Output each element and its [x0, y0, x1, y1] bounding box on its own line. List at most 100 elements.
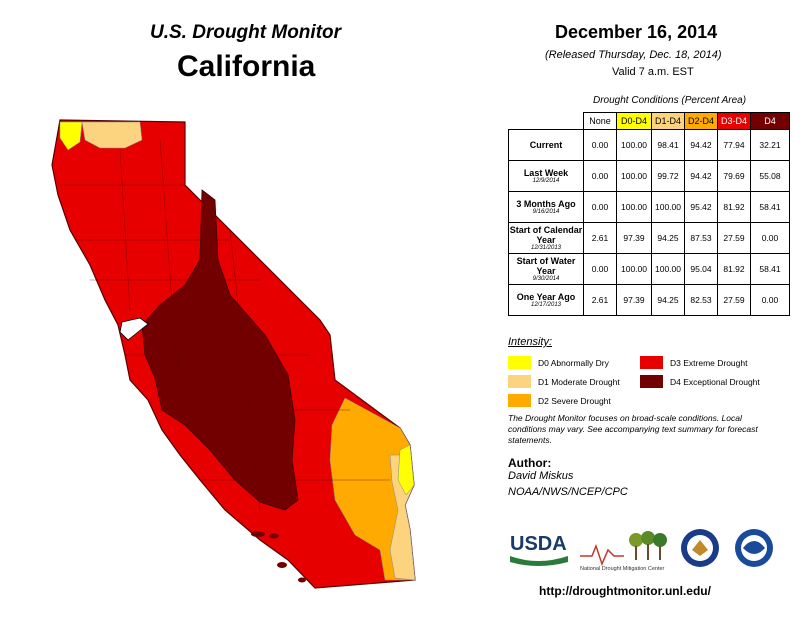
table-cell: 100.00 [651, 191, 685, 223]
table-cell: 0.00 [583, 129, 617, 161]
row-label-text: 3 Months Ago [516, 198, 576, 209]
ndmc-logo-text: National Drought Mitigation Center [580, 566, 665, 572]
row-label-text: Start of Water Year [516, 255, 576, 276]
col-d1-d4: D1-D4 [651, 112, 685, 130]
drought-conditions-table: None D0-D4 D1-D4 D2-D4 D3-D4 D4 Current … [508, 112, 790, 316]
release-date: (Released Thursday, Dec. 18, 2014) [545, 49, 722, 61]
row-sublabel: 9/30/2014 [532, 275, 560, 282]
table-cell: 27.59 [717, 284, 751, 316]
legend-label-d3: D3 Extreme Drought [670, 358, 748, 368]
table-cell: 97.39 [616, 284, 652, 316]
row-sublabel: 9/16/2014 [532, 208, 560, 215]
d0-southeast [397, 444, 415, 496]
usda-logo-text: USDA [510, 533, 567, 555]
doc-seal-icon [681, 529, 719, 567]
channel-island-4 [298, 577, 306, 583]
row-label: Current [508, 129, 584, 161]
table-cell: 32.21 [750, 129, 790, 161]
legend-label-d4: D4 Exceptional Drought [670, 377, 760, 387]
channel-island-1 [251, 531, 265, 537]
d1-north [81, 121, 143, 149]
table-cell: 100.00 [616, 191, 652, 223]
table-cell: 87.53 [684, 222, 718, 254]
table-cell: 95.04 [684, 253, 718, 285]
table-cell: 97.39 [616, 222, 652, 254]
table-cell: 94.42 [684, 160, 718, 192]
row-label: Last Week 12/9/2014 [508, 160, 584, 192]
legend-swatch-d4 [640, 375, 663, 388]
row-label-text: Last Week [523, 167, 569, 178]
table-row: Current 0.00 100.00 98.41 94.42 77.94 32… [508, 129, 790, 161]
row-label: 3 Months Ago 9/16/2014 [508, 191, 584, 223]
table-cell: 100.00 [616, 160, 652, 192]
table-cell: 77.94 [717, 129, 751, 161]
col-d0-d4: D0-D4 [616, 112, 652, 130]
row-label: Start of Calendar Year 12/31/2013 [508, 222, 584, 254]
table-cell: 99.72 [651, 160, 685, 192]
sf-bay [119, 317, 149, 341]
table-cell: 58.41 [750, 191, 790, 223]
legend-swatch-d3 [640, 356, 663, 369]
legend-label-d1: D1 Moderate Drought [538, 377, 620, 387]
legend-label-d0: D0 Abnormally Dry [538, 358, 609, 368]
table-cell: 82.53 [684, 284, 718, 316]
channel-island-2 [269, 533, 279, 539]
row-label-text: One Year Ago [516, 291, 576, 302]
table-cell: 58.41 [750, 253, 790, 285]
valid-time: Valid 7 a.m. EST [612, 66, 694, 78]
col-none: None [583, 112, 617, 130]
table-row: Start of Calendar Year 12/31/2013 2.61 97… [508, 222, 790, 254]
table-cell: 100.00 [616, 129, 652, 161]
channel-island-3 [277, 562, 287, 568]
table-cell: 55.08 [750, 160, 790, 192]
legend-swatch-d2 [508, 394, 531, 407]
table-row: 3 Months Ago 9/16/2014 0.00 100.00 100.00… [508, 191, 790, 223]
table-cell: 100.00 [616, 253, 652, 285]
author-label: Author: [508, 456, 552, 470]
table-cell: 2.61 [583, 284, 617, 316]
table-cell: 100.00 [651, 253, 685, 285]
usda-logo-icon: USDA [510, 533, 568, 566]
col-d2-d4: D2-D4 [684, 112, 718, 130]
author-name: David Miskus [508, 470, 574, 482]
table-header-row: None D0-D4 D1-D4 D2-D4 D3-D4 D4 [509, 112, 790, 130]
d4-central-valley [141, 189, 299, 511]
col-d4: D4 [750, 112, 790, 130]
table-cell: 27.59 [717, 222, 751, 254]
source-url[interactable]: http://droughtmonitor.unl.edu/ [539, 584, 711, 598]
row-label: Start of Water Year 9/30/2014 [508, 253, 584, 285]
header-blank [509, 113, 584, 130]
monitor-title: U.S. Drought Monitor [150, 22, 342, 43]
state-title: California [177, 50, 316, 83]
table-cell: 94.42 [684, 129, 718, 161]
table-cell: 95.42 [684, 191, 718, 223]
noaa-logo-icon [735, 529, 773, 567]
table-cell: 0.00 [750, 284, 790, 316]
table-cell: 79.69 [717, 160, 751, 192]
row-sublabel: 12/17/2013 [530, 301, 562, 308]
disclaimer-note: The Drought Monitor focuses on broad-sca… [508, 413, 758, 445]
table-cell: 94.25 [651, 284, 685, 316]
table-caption: Drought Conditions (Percent Area) [593, 95, 747, 106]
author-org: NOAA/NWS/NCEP/CPC [508, 486, 628, 498]
table-cell: 98.41 [651, 129, 685, 161]
map-date: December 16, 2014 [555, 22, 718, 42]
table-cell: 0.00 [583, 253, 617, 285]
col-d3-d4: D3-D4 [717, 112, 751, 130]
table-cell: 0.00 [583, 191, 617, 223]
row-label-text: Start of Calendar Year [509, 224, 583, 245]
table-cell: 2.61 [583, 222, 617, 254]
legend-swatch-d0 [508, 356, 531, 369]
california-drought-map [51, 119, 416, 589]
row-label-text: Current [529, 140, 563, 150]
table-cell: 0.00 [583, 160, 617, 192]
table-cell: 81.92 [717, 191, 751, 223]
legend-swatch-d1 [508, 375, 531, 388]
row-label: One Year Ago 12/17/2013 [508, 284, 584, 316]
table-row: One Year Ago 12/17/2013 2.61 97.39 94.25 … [508, 284, 790, 316]
table-cell: 94.25 [651, 222, 685, 254]
table-row: Last Week 12/9/2014 0.00 100.00 99.72 94.… [508, 160, 790, 192]
table-cell: 81.92 [717, 253, 751, 285]
legend-title: Intensity: [508, 336, 553, 348]
table-row: Start of Water Year 9/30/2014 0.00 100.00… [508, 253, 790, 285]
